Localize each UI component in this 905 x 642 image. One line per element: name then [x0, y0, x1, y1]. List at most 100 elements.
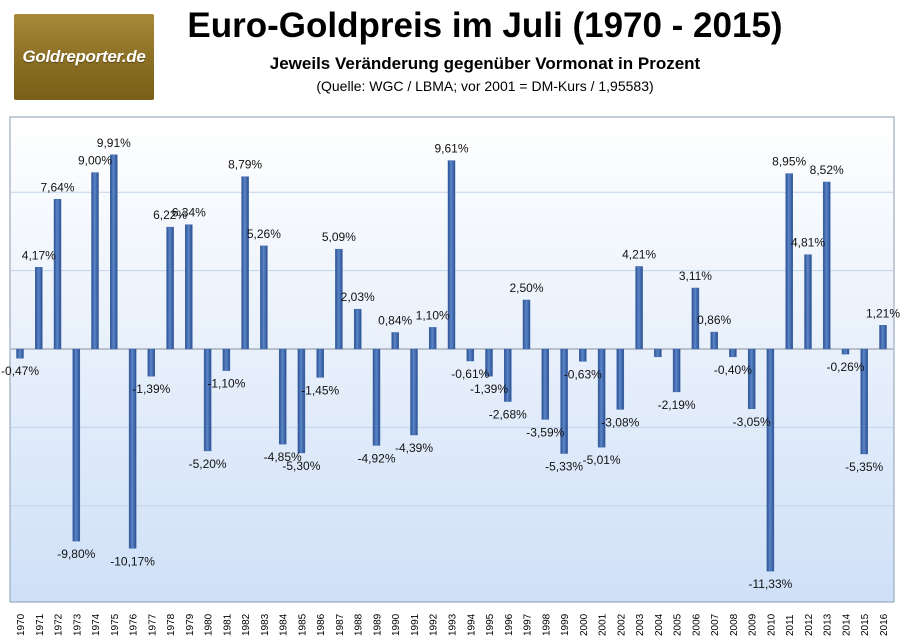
bar-1978 [166, 226, 174, 350]
x-tick-2000: 2000 [579, 613, 590, 636]
bar-1989 [372, 348, 381, 446]
bar-2012 [804, 254, 812, 350]
x-tick-1989: 1989 [373, 613, 384, 636]
x-tick-1991: 1991 [410, 613, 421, 636]
x-tick-1994: 1994 [466, 613, 477, 636]
data-label-1998: -3,59% [526, 425, 564, 439]
x-tick-1977: 1977 [147, 613, 158, 636]
data-label-2013: 8,52% [810, 163, 844, 177]
data-label-1973: -9,80% [57, 547, 95, 561]
bar-2000 [579, 348, 587, 362]
x-tick-2005: 2005 [673, 613, 684, 636]
data-label-1996: -2,68% [489, 408, 527, 422]
x-tick-1981: 1981 [222, 613, 233, 636]
bar-1983 [260, 245, 268, 350]
bar-1985 [297, 348, 306, 454]
bar-1993 [447, 160, 456, 350]
bar-1998 [541, 348, 550, 420]
x-tick-2008: 2008 [729, 613, 740, 636]
bar-2011 [785, 173, 793, 350]
data-label-2001: -5,01% [583, 453, 621, 467]
x-tick-1974: 1974 [91, 613, 102, 636]
x-tick-1979: 1979 [185, 613, 196, 636]
bar-1980 [203, 348, 212, 452]
x-tick-1987: 1987 [335, 613, 346, 636]
data-label-2015: -5,35% [845, 460, 883, 474]
chart-source-note: (Quelle: WGC / LBMA; vor 2001 = DM-Kurs … [316, 78, 654, 94]
bar-2001 [597, 348, 606, 448]
data-label-1988: 2,03% [341, 290, 375, 304]
bar-1970 [16, 348, 24, 359]
bar-1971 [35, 267, 43, 350]
data-label-1999: -5,33% [545, 460, 583, 474]
bar-2003 [635, 266, 643, 350]
data-label-1983: 5,26% [247, 227, 281, 241]
data-label-1977: -1,39% [132, 382, 170, 396]
data-label-2002: -3,08% [601, 415, 639, 429]
data-label-2005: -2,19% [658, 398, 696, 412]
bar-1997 [522, 299, 531, 350]
x-tick-1996: 1996 [504, 613, 515, 636]
data-label-1989: -4,92% [357, 451, 395, 465]
bar-2010 [766, 348, 775, 572]
bar-2002 [616, 348, 625, 410]
x-tick-1992: 1992 [429, 613, 440, 636]
x-tick-2007: 2007 [710, 613, 721, 636]
bar-2005 [672, 348, 681, 393]
x-tick-2010: 2010 [766, 613, 777, 636]
x-tick-1975: 1975 [110, 613, 121, 636]
x-tick-1998: 1998 [541, 613, 552, 636]
data-label-2007: 0,86% [697, 313, 731, 327]
x-tick-2014: 2014 [842, 613, 853, 636]
bar-2006 [691, 287, 700, 350]
data-label-1978: 6,22% [153, 208, 187, 222]
data-label-2009: -3,05% [733, 415, 771, 429]
data-label-1991: -4,39% [395, 441, 433, 455]
x-tick-2016: 2016 [879, 613, 890, 636]
bar-1976 [128, 348, 137, 549]
x-tick-1971: 1971 [35, 613, 46, 636]
data-label-1979: 6,34% [172, 206, 206, 220]
bar-1987 [335, 248, 343, 350]
data-label-2006: 3,11% [679, 269, 712, 283]
bar-1974 [91, 172, 99, 350]
data-label-1974: 9,00% [78, 154, 112, 168]
data-label-2012: 4,81% [791, 236, 825, 250]
x-tick-2011: 2011 [785, 614, 796, 636]
data-label-1984: -4,85% [264, 450, 302, 464]
bars [16, 154, 887, 572]
bar-1988 [353, 308, 362, 350]
data-label-1981: -1,10% [207, 377, 245, 391]
bar-2004 [654, 348, 662, 358]
bar-1990 [391, 332, 399, 350]
data-label-1970: -0,47% [1, 364, 39, 378]
bar-1979 [185, 224, 193, 350]
x-tick-1978: 1978 [166, 613, 177, 636]
x-tick-1973: 1973 [72, 613, 83, 636]
x-tick-2001: 2001 [598, 613, 609, 636]
data-label-1992: 1,10% [416, 308, 450, 322]
x-tick-1983: 1983 [260, 613, 271, 636]
data-label-1985: -5,30% [282, 459, 320, 473]
bar-1992 [428, 327, 437, 350]
bar-1995 [485, 348, 493, 377]
logo-text: Goldreporter.de [22, 47, 146, 66]
x-tick-1982: 1982 [241, 613, 252, 636]
data-label-2014: -0,26% [826, 360, 864, 374]
x-tick-1988: 1988 [354, 613, 365, 636]
data-label-2011: 8,95% [772, 155, 806, 169]
bar-2007 [710, 331, 718, 350]
data-label-1982: 8,79% [228, 158, 262, 172]
bar-1994 [466, 348, 475, 362]
bar-2015 [860, 348, 868, 455]
x-tick-1990: 1990 [391, 613, 402, 636]
x-tick-1976: 1976 [129, 613, 140, 636]
x-tick-1993: 1993 [448, 613, 459, 636]
data-label-1995: -1,39% [470, 382, 508, 396]
x-tick-2003: 2003 [635, 613, 646, 636]
bar-2013 [822, 181, 831, 350]
x-tick-1997: 1997 [523, 613, 534, 636]
x-tick-1970: 1970 [16, 613, 27, 636]
data-label-2010: -11,33% [748, 577, 792, 591]
